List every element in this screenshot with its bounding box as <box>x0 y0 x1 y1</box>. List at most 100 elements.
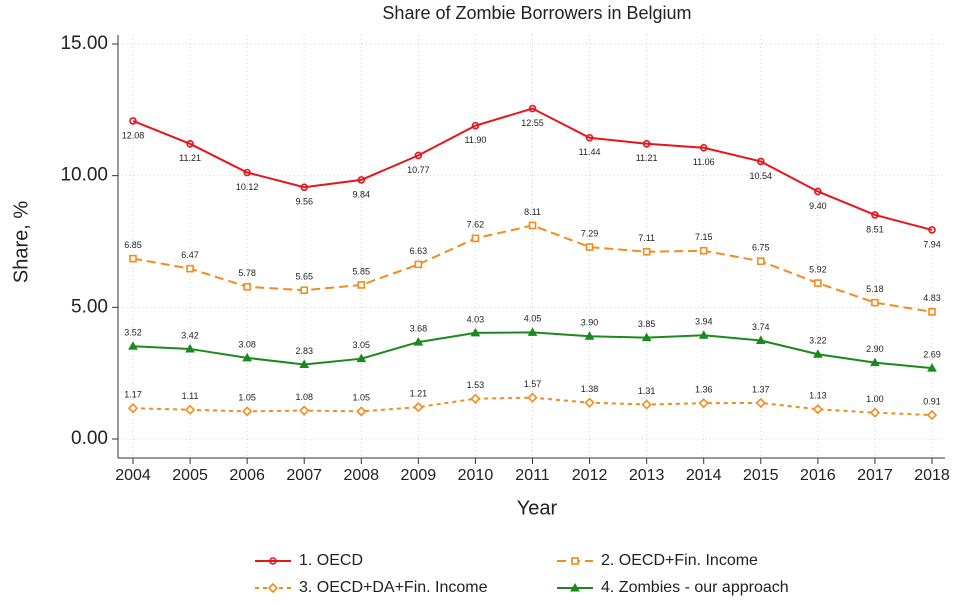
x-tick-label: 2017 <box>857 467 893 484</box>
data-label: 7.94 <box>923 239 941 249</box>
data-label: 11.06 <box>693 157 715 167</box>
data-label: 7.15 <box>695 232 713 242</box>
data-point <box>528 221 537 230</box>
data-point <box>814 279 822 287</box>
data-label: 1.36 <box>695 385 713 395</box>
data-point <box>356 406 367 417</box>
legend-marker <box>269 557 277 565</box>
y-tick-label: 10.00 <box>60 165 108 186</box>
x-tick-label: 2016 <box>800 467 836 484</box>
data-point <box>527 327 538 336</box>
x-tick-label: 2018 <box>914 467 950 484</box>
data-label: 3.90 <box>581 318 599 328</box>
data-point <box>585 133 594 142</box>
data-label: 1.08 <box>295 392 313 402</box>
data-point <box>812 404 823 415</box>
data-point <box>129 117 137 125</box>
data-label: 1.21 <box>410 389 428 399</box>
data-label: 6.85 <box>124 240 142 250</box>
data-point <box>356 353 367 363</box>
data-label: 1.53 <box>467 380 485 390</box>
data-label: 3.42 <box>181 330 199 340</box>
data-label: 6.47 <box>181 250 199 260</box>
data-label: 3.05 <box>353 340 371 350</box>
x-tick-label: 2013 <box>629 467 665 484</box>
x-axis-label: Year <box>517 497 558 519</box>
data-point <box>471 121 480 130</box>
data-label: 3.52 <box>124 328 142 338</box>
data-point <box>756 257 765 266</box>
data-label: 1.05 <box>238 393 256 403</box>
data-label: 12.08 <box>122 130 145 140</box>
data-point <box>584 331 595 340</box>
legend-marker <box>570 582 580 592</box>
x-tick-label: 2008 <box>343 467 379 484</box>
data-label: 5.78 <box>238 268 256 278</box>
x-tick-label: 2014 <box>686 467 722 484</box>
data-point <box>300 183 309 192</box>
chart-title: Share of Zombie Borrowers in Belgium <box>382 3 691 23</box>
data-label: 5.92 <box>809 264 827 274</box>
data-label: 11.44 <box>579 147 601 157</box>
data-point <box>299 359 310 368</box>
data-label: 5.65 <box>295 272 313 282</box>
x-tick-label: 2006 <box>229 467 265 484</box>
data-point <box>357 176 366 184</box>
x-tick-label: 2010 <box>458 467 494 484</box>
legend-label: 1. OECD <box>299 552 363 569</box>
data-point <box>871 298 879 307</box>
data-label: 1.38 <box>581 384 599 394</box>
data-label: 1.05 <box>353 393 371 403</box>
data-label: 8.51 <box>866 224 884 234</box>
x-tick-label: 2015 <box>743 467 779 484</box>
data-label: 1.00 <box>866 394 884 404</box>
data-label: 3.74 <box>752 322 770 332</box>
data-label: 11.21 <box>636 153 658 163</box>
data-point <box>186 264 194 273</box>
data-label: 3.22 <box>809 336 827 346</box>
data-label: 3.94 <box>695 317 713 327</box>
data-label: 1.31 <box>638 386 656 396</box>
data-point <box>869 407 881 418</box>
data-label: 1.13 <box>809 391 827 401</box>
data-label: 10.77 <box>407 165 430 175</box>
y-tick-label: 0.00 <box>71 428 108 449</box>
data-point <box>357 281 366 289</box>
data-label: 6.63 <box>410 246 428 256</box>
data-point <box>186 140 194 148</box>
x-tick-label: 2004 <box>115 467 151 484</box>
data-label: 7.11 <box>638 233 655 243</box>
data-point <box>699 143 708 152</box>
data-label: 9.40 <box>809 201 827 211</box>
data-label: 8.11 <box>524 207 541 217</box>
data-point <box>300 286 309 295</box>
data-point <box>871 211 879 219</box>
data-point <box>414 260 423 269</box>
y-tick-label: 5.00 <box>71 296 108 317</box>
data-point <box>699 246 708 255</box>
x-tick-label: 2009 <box>401 467 437 484</box>
data-point <box>642 247 651 256</box>
data-point <box>243 168 251 177</box>
data-label: 1.57 <box>524 379 542 389</box>
data-point <box>814 187 822 196</box>
data-point <box>928 308 936 316</box>
legend-label: 4. Zombies - our approach <box>601 579 789 596</box>
data-label: 5.18 <box>866 284 884 294</box>
data-point <box>585 243 594 251</box>
data-label: 11.21 <box>179 153 201 163</box>
data-point <box>470 393 481 404</box>
data-point <box>128 341 138 350</box>
data-point <box>413 402 424 413</box>
data-label: 3.85 <box>638 319 656 329</box>
data-point <box>413 337 424 346</box>
x-tick-label: 2005 <box>172 467 208 484</box>
data-point <box>698 398 709 409</box>
data-label: 4.83 <box>923 293 941 303</box>
data-point <box>927 363 937 372</box>
data-point <box>299 405 310 416</box>
data-point <box>756 157 765 166</box>
x-tick-label: 2012 <box>572 467 608 484</box>
data-point <box>185 343 195 353</box>
